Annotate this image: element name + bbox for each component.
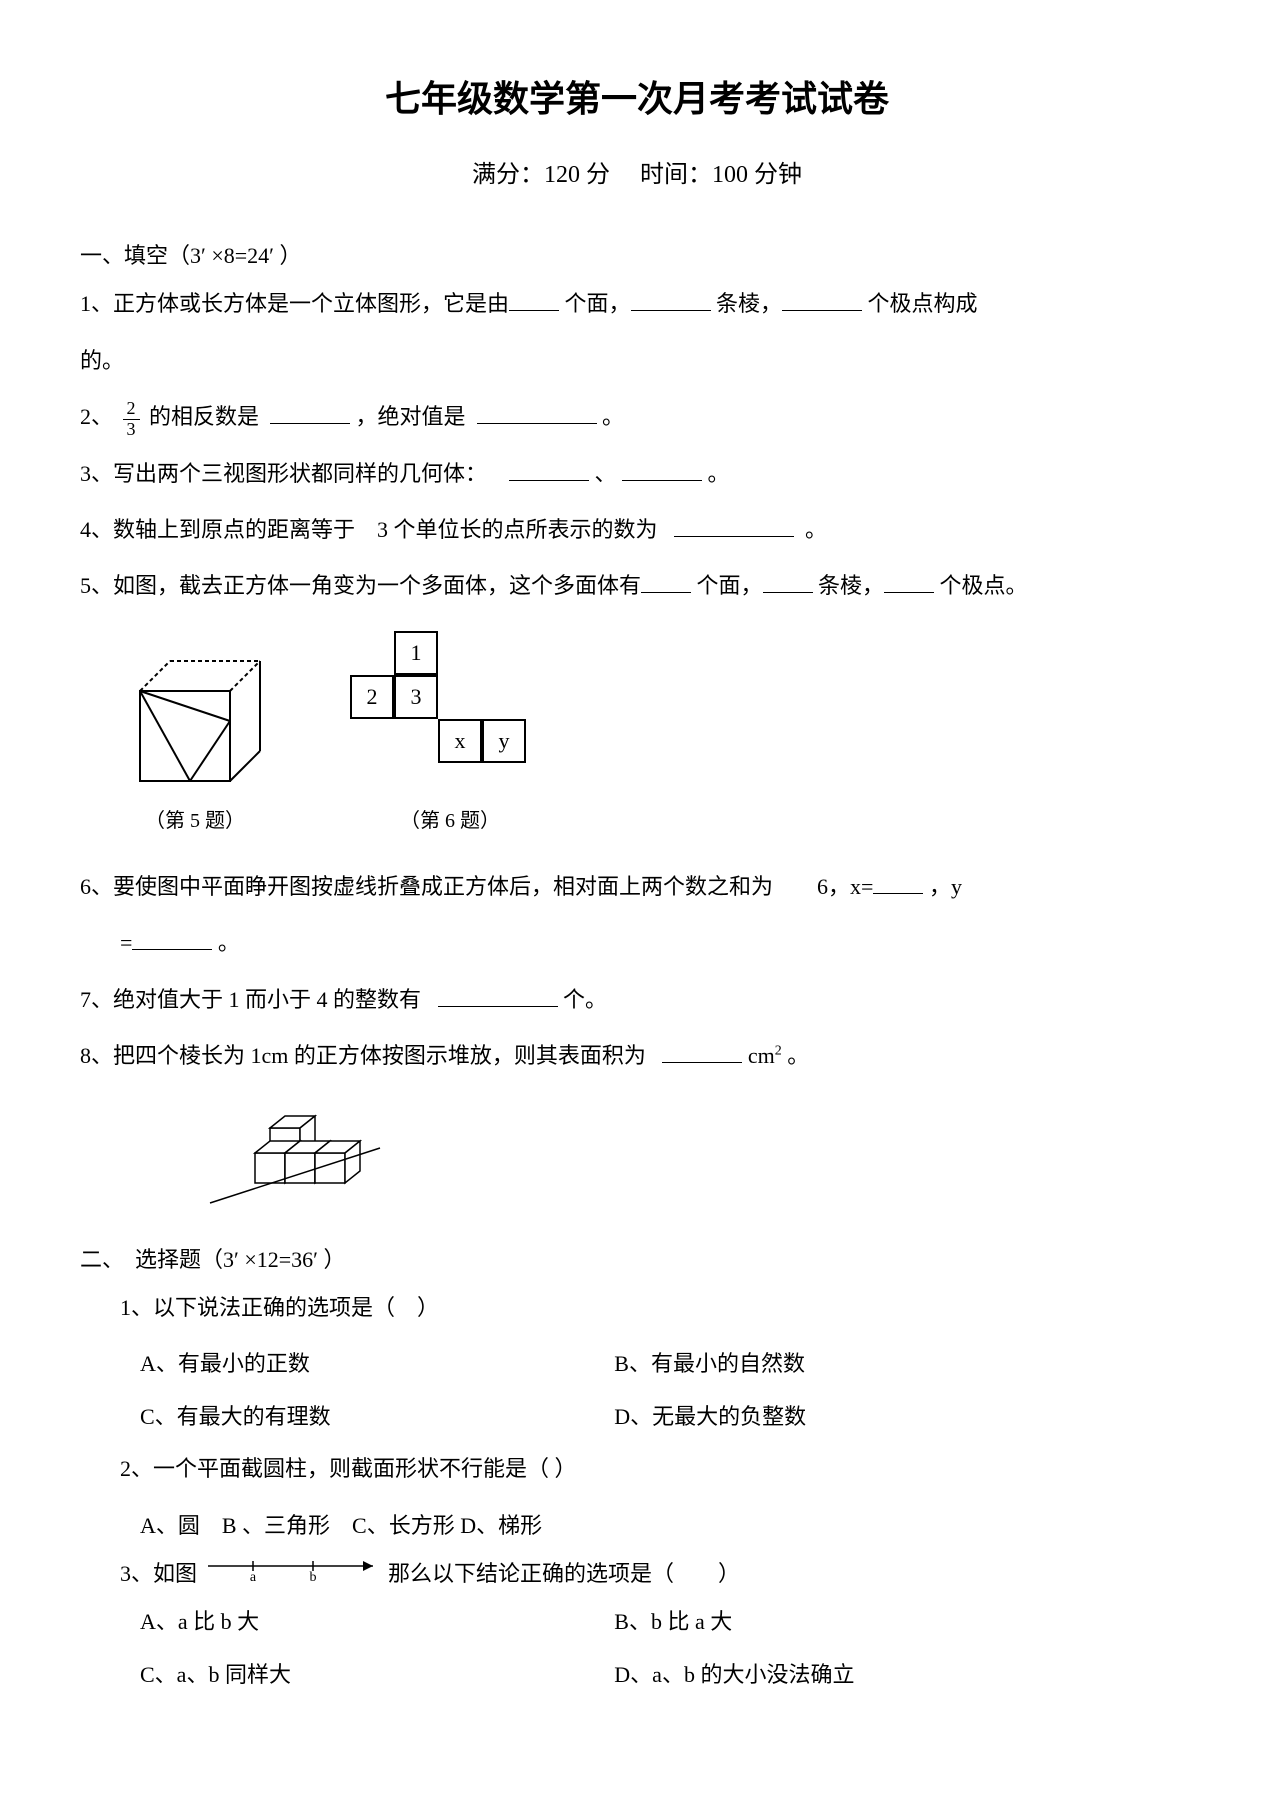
q6-val: 6，x= [817,874,873,899]
cube-cut-corner-icon [120,651,270,791]
cube-unfold-icon: 1 2 3 x y [350,631,550,791]
s2-question-2: 2、一个平面截圆柱，则截面形状不行能是（ ） [120,1445,1194,1493]
q7-text: 7、绝对值大于 1 而小于 4 的整数有 [80,987,421,1012]
cube-stack-figure [200,1088,1194,1225]
unfold-cell-1: 1 [394,631,438,675]
question-6-line2: = 。 [120,919,1194,967]
full-score: 满分：120 分 [472,162,610,188]
blank [662,1041,742,1063]
q4-end: 。 [805,517,827,542]
question-5: 5、如图，截去正方体一角变为一个多面体，这个多面体有 个面， 条棱， 个极点。 [80,562,1194,610]
s2q3-close: ） [718,1550,740,1598]
unfold-cell-x: x [438,719,482,763]
question-6: 6、要使图中平面睁开图按虚线折叠成正方体后，相对面上两个数之和为 6，x= ，y [80,863,1194,911]
option-c: C、有最大的有理数 [140,1393,614,1441]
cube-stack-icon [200,1088,400,1208]
page-title: 七年级数学第一次月考考试试卷 [80,60,1194,139]
q2-pre: 2、 [80,404,113,429]
blank [132,928,212,950]
section-1-header: 一、填空（3′ ×8=24′ ） [80,232,1194,280]
fraction-2-3: 2 3 [123,399,140,440]
question-3: 3、写出两个三视图形状都同样的几何体： 、 。 [80,450,1194,498]
q5-text: 5、如图，截去正方体一角变为一个多面体，这个多面体有 [80,573,641,598]
question-4: 4、数轴上到原点的距离等于 3 个单位长的点所表示的数为 。 [80,506,1194,554]
unfold-cell-2: 2 [350,675,394,719]
blank [622,459,702,481]
unfold-cell-y: y [482,719,526,763]
section-2-header: 二、 选择题（3′ ×12=36′ ） [80,1236,1194,1284]
unfold-cell-3: 3 [394,675,438,719]
denominator: 3 [123,420,140,440]
blank [763,571,813,593]
s2-question-1: 1、以下说法正确的选项是（ ） [120,1284,1194,1332]
q6-eq: = [120,930,132,955]
blank [782,289,862,311]
figures-row: （第 5 题） 1 2 3 x y （第 6 题） [120,631,1194,843]
option-a: A、a 比 b 大 [140,1598,614,1646]
question-8: 8、把四个棱长为 1cm 的正方体按图示堆放，则其表面积为 cm2 。 [80,1032,1194,1080]
q2-mid2: ，绝对值是 [356,404,466,429]
axis-label-a: a [249,1570,256,1581]
figure-5: （第 5 题） [120,651,270,843]
figure-6-caption: （第 6 题） [400,799,500,843]
q3-end: 。 [708,461,730,486]
blank [884,571,934,593]
question-7: 7、绝对值大于 1 而小于 4 的整数有 个。 [80,976,1194,1024]
blank [477,402,597,424]
q8-sup: 2 [775,1044,782,1059]
blank [873,872,923,894]
time-limit: 时间：100 分钟 [640,162,802,188]
q8-unit: cm [748,1043,775,1068]
s2q3-pre: 3、如图 [120,1550,197,1598]
q5-a: 个面， [697,573,763,598]
q2-end: 。 [602,404,624,429]
question-1: 1、正方体或长方体是一个立体图形，它是由 个面， 条棱， 个极点构成 [80,280,1194,328]
option-d: D、无最大的负整数 [614,1393,1088,1441]
figure-6: 1 2 3 x y （第 6 题） [350,631,550,843]
number-line-icon: a b [203,1550,383,1598]
s2q3-options: A、a 比 b 大 B、b 比 a 大 C、a、b 同样大 D、a、b 的大小没… [140,1598,1194,1703]
option-a: A、有最小的正数 [140,1340,614,1388]
blank [641,571,691,593]
q1-a: 个面， [565,291,631,316]
s2q1-options: A、有最小的正数 B、有最小的自然数 C、有最大的有理数 D、无最大的负整数 [140,1340,1194,1445]
s2-question-3: 3、如图 a b 那么以下结论正确的选项是（ ） [120,1550,1194,1598]
blank [509,289,559,311]
option-c: C、a、b 同样大 [140,1651,614,1699]
q8-text: 8、把四个棱长为 1cm 的正方体按图示堆放，则其表面积为 [80,1043,646,1068]
blank [674,515,794,537]
q5-b: 条棱， [818,573,884,598]
page-subtitle: 满分：120 分 时间：100 分钟 [80,149,1194,202]
question-2: 2、 2 3 的相反数是 ，绝对值是 。 [80,393,1194,441]
q2-mid: 的相反数是 [149,404,259,429]
option-b: B、有最小的自然数 [614,1340,1088,1388]
q1-text: 1、正方体或长方体是一个立体图形，它是由 [80,291,509,316]
q7-end: 个。 [563,987,607,1012]
blank [438,985,558,1007]
s2q2-options: A、圆 B 、三角形 C、长方形 D、梯形 [140,1502,1194,1550]
blank [509,459,589,481]
option-b: B、b 比 a 大 [614,1598,1088,1646]
q5-c: 个极点。 [940,573,1028,598]
s2q3-post: 那么以下结论正确的选项是（ [388,1550,674,1598]
q4-text: 4、数轴上到原点的距离等于 3 个单位长的点所表示的数为 [80,517,658,542]
figure-5-caption: （第 5 题） [145,799,245,843]
q6-mid: ，y [929,874,962,899]
q8-end: 。 [787,1043,809,1068]
q3-sep: 、 [595,461,617,486]
question-1-end: 的。 [80,337,1194,385]
q6-end: 。 [218,930,240,955]
q1-b: 条棱， [716,291,782,316]
q6-text: 6、要使图中平面睁开图按虚线折叠成正方体后，相对面上两个数之和为 [80,874,773,899]
blank [270,402,350,424]
q1-c: 个极点构成 [868,291,978,316]
axis-label-b: b [309,1570,316,1581]
blank [631,289,711,311]
numerator: 2 [123,399,140,420]
q3-text: 3、写出两个三视图形状都同样的几何体： [80,461,487,486]
option-d: D、a、b 的大小没法确立 [614,1651,1088,1699]
